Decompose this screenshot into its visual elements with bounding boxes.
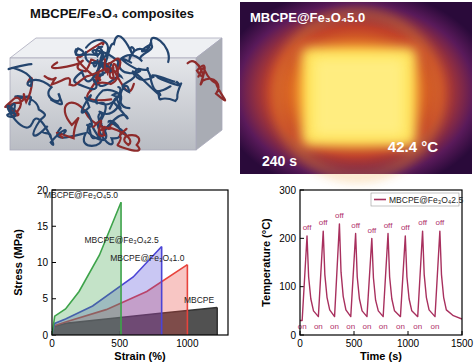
y-tick-label: 0 <box>42 330 48 341</box>
fracture-drop <box>216 307 218 335</box>
switch-annotation: on <box>330 322 339 331</box>
series-label: MBCPE@Fe₃O₄5.0 <box>44 190 118 200</box>
temperature-line <box>300 224 462 321</box>
x-tick-label: 0 <box>49 338 55 349</box>
chart-0: 0510152005001000Strain (%)Stress (MPa)MB… <box>12 185 228 363</box>
thermal-label: MBCPE@Fe₃O₄5.0 <box>250 10 365 25</box>
switch-annotation: off <box>435 218 445 227</box>
stress-curve <box>52 202 121 335</box>
figure: MBCPE/Fe₃O₄ composites MBCPE@Fe₃O₄5.0 42.4… <box>0 0 474 364</box>
plot-area <box>300 224 462 321</box>
y-axis-label: Stress (MPa) <box>12 229 24 296</box>
switch-annotation: off <box>303 223 313 232</box>
slab-top <box>10 38 222 58</box>
x-tick <box>408 331 409 335</box>
switch-annotation: off <box>335 211 345 220</box>
y-tick-label: 100 <box>279 281 296 292</box>
switch-annotation: on <box>314 322 323 331</box>
y-tick-label: 10 <box>37 257 49 268</box>
plot-frame <box>52 190 228 335</box>
switch-annotation: on <box>379 322 388 331</box>
switch-annotation: on <box>396 322 405 331</box>
switch-annotation: on <box>431 322 440 331</box>
y-tick-label: 15 <box>37 221 49 232</box>
switch-annotation: off <box>401 223 411 232</box>
switch-annotation: on <box>413 322 422 331</box>
x-tick-label: 1000 <box>176 338 199 349</box>
series-label: MBCPE@Fe₃O₄1.0 <box>110 253 184 263</box>
polymer-chain <box>82 90 121 114</box>
x-tick-label: 1500 <box>451 338 474 349</box>
plot-area <box>52 202 217 335</box>
y-tick-label: 300 <box>279 185 296 196</box>
series-label: MBCPE <box>184 295 215 305</box>
x-tick <box>354 331 355 335</box>
series-label: MBCPE@Fe₃O₄2.5 <box>85 235 159 245</box>
dish-rim <box>276 13 440 177</box>
legend-swatch <box>374 199 386 201</box>
y-tick <box>300 238 304 239</box>
legend: MBCPE@Fe₃O₄2.5 <box>371 193 463 206</box>
temperature-label: 42.4 °C <box>388 138 438 155</box>
switch-annotation: on <box>298 322 307 331</box>
switch-annotation: on <box>346 322 355 331</box>
polymer-chain <box>120 71 181 108</box>
hot-sample <box>302 48 416 146</box>
hot-core <box>314 58 404 136</box>
switch-annotation: off <box>319 218 329 227</box>
plot-frame <box>300 190 462 335</box>
polymer-chain <box>45 59 109 85</box>
y-tick-label: 0 <box>290 330 296 341</box>
fracture-drop <box>120 202 122 335</box>
switch-annotation: off <box>418 218 428 227</box>
time-label: 240 s <box>262 153 297 169</box>
schematic: MBCPE/Fe₃O₄ composites <box>5 6 225 151</box>
switch-annotation: off <box>367 226 377 235</box>
chart-1: 0 100 200 300 0 500 1000 1500 Time (s) Temperatur… <box>260 185 474 363</box>
y-tick-label: 5 <box>42 293 48 304</box>
switch-annotation: off <box>351 221 361 230</box>
y-tick-label: 200 <box>279 233 296 244</box>
x-tick-label: 0 <box>297 338 303 349</box>
x-tick-label: 1000 <box>397 338 420 349</box>
x-axis-label: Strain (%) <box>114 350 166 362</box>
area-fill <box>52 202 121 335</box>
slab-side <box>196 38 222 150</box>
x-tick-label: 500 <box>111 338 128 349</box>
x-tick-label: 500 <box>346 338 363 349</box>
switch-annotation: off <box>384 221 394 230</box>
polymer-chain <box>93 121 139 151</box>
x-axis-label: Time (s) <box>360 350 402 362</box>
switch-annotation: on <box>363 322 372 331</box>
legend-label: MBCPE@Fe₃O₄2.5 <box>389 195 463 205</box>
thermal-image: MBCPE@Fe₃O₄5.0 42.4 °C 240 s <box>240 2 472 177</box>
y-axis-label: Temperature (°C) <box>260 218 272 307</box>
schematic-title: MBCPE/Fe₃O₄ composites <box>30 6 194 21</box>
polymer-chain <box>7 104 66 145</box>
polymer-chain <box>188 61 225 100</box>
